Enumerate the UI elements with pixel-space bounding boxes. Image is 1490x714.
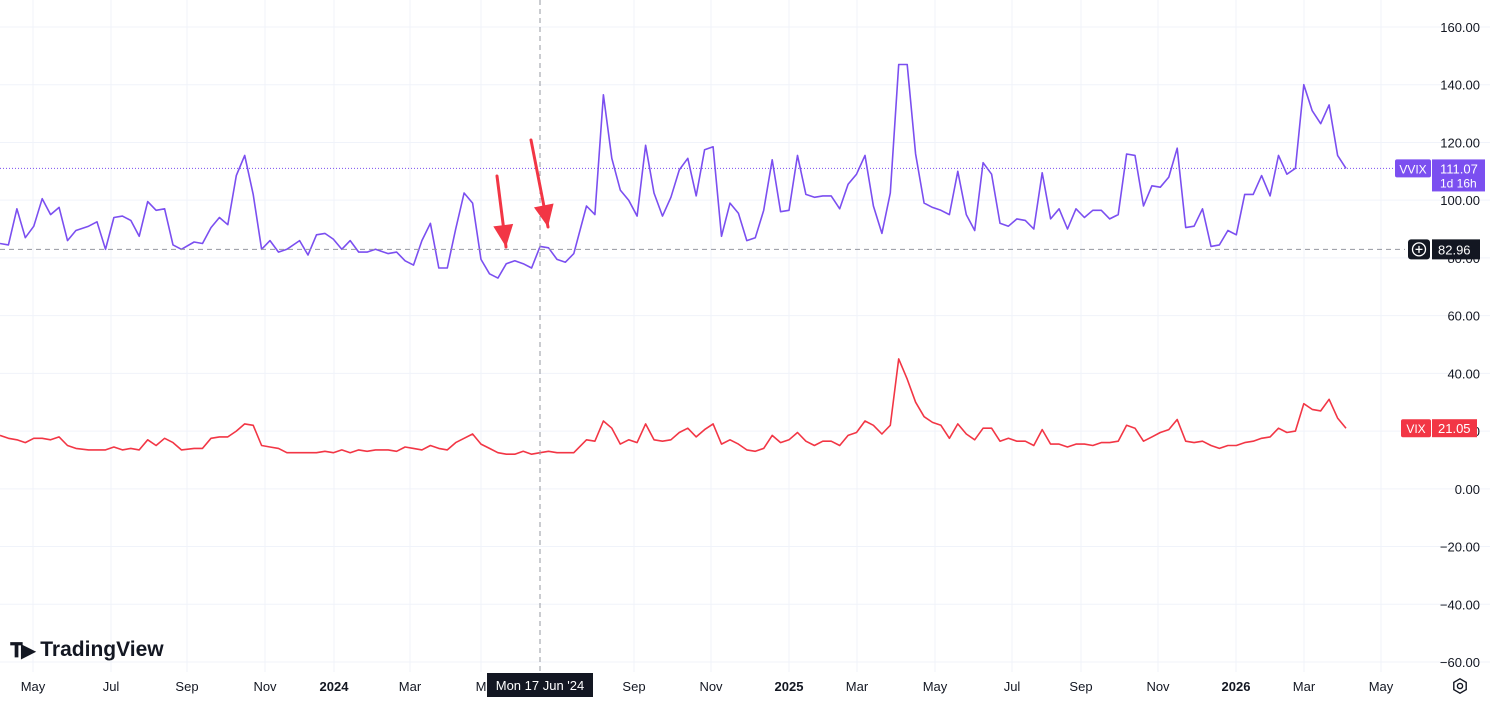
x-axis-tick-label: Nov	[1146, 679, 1170, 694]
x-axis-tick-label: 2026	[1222, 679, 1251, 694]
vvix-price-badge-bg	[1432, 159, 1485, 192]
tradingview-logo-text: TradingView	[40, 638, 164, 661]
series-line-vix	[0, 358, 1347, 455]
x-axis-tick-label: Mar	[1293, 679, 1316, 694]
x-axis-tick-label: May	[1369, 679, 1394, 694]
x-axis-tick-label: Sep	[622, 679, 645, 694]
crosshair-date-label: Mon 17 Jun '24	[496, 678, 585, 693]
vvix-price-label: 111.07	[1440, 161, 1478, 176]
x-axis-tick-label: 2025	[775, 679, 804, 694]
x-axis-tick-label: Nov	[699, 679, 723, 694]
y-axis-tick-label: 60.00	[1447, 309, 1480, 324]
y-axis-tick-label: −20.00	[1440, 540, 1480, 555]
vix-price-badge-bg	[1432, 419, 1477, 438]
series-line-vvix	[0, 63, 1347, 279]
y-axis-tick-label: 100.00	[1440, 193, 1480, 208]
y-axis-tick-label: 160.00	[1440, 20, 1480, 35]
vix-name-badge: VIX	[1406, 422, 1425, 436]
y-axis-tick-label: −40.00	[1440, 597, 1480, 612]
y-axis-tick-label: 40.00	[1447, 366, 1480, 381]
x-axis-tick-label: Sep	[1069, 679, 1092, 694]
x-axis-tick-label: Nov	[253, 679, 277, 694]
vvix-countdown-label: 1d 16h	[1440, 176, 1477, 190]
x-axis-tick-label: Jul	[1004, 679, 1021, 694]
crosshair-price-label: 82.96	[1438, 242, 1471, 257]
x-axis-tick-label: May	[923, 679, 948, 694]
y-axis-tick-label: 0.00	[1455, 482, 1480, 497]
plus-icon[interactable]	[1411, 242, 1427, 257]
x-axis-tick-label: Mar	[399, 679, 422, 694]
vvix-name-badge-bg	[1395, 159, 1431, 178]
y-axis-tick-label: 140.00	[1440, 78, 1480, 93]
x-axis-tick-label: Sep	[175, 679, 198, 694]
vix-price-label: 21.05	[1438, 421, 1471, 436]
crosshair-date-label-bg	[487, 673, 593, 697]
x-axis-tick-label: Mar	[846, 679, 869, 694]
annotation-arrow-left-head	[493, 223, 514, 247]
y-axis-tick-label: −60.00	[1440, 655, 1480, 670]
tradingview-logo-icon: 𝐓▶	[10, 638, 36, 662]
x-axis-tick-label: 2024	[320, 679, 350, 694]
annotation-arrow-right-head	[533, 203, 554, 227]
tradingview-logo: 𝐓▶ TradingView	[10, 638, 164, 662]
vvix-name-badge: VVIX	[1399, 162, 1426, 176]
y-axis-tick-label: 120.00	[1440, 135, 1480, 150]
x-axis-tick-label: May	[21, 679, 46, 694]
x-axis-tick-label: M	[476, 679, 487, 694]
vix-name-badge-bg	[1401, 419, 1431, 438]
crosshair-price-label-bg	[1432, 239, 1480, 260]
gear-icon[interactable]	[1451, 677, 1469, 695]
x-axis-tick-label: Jul	[103, 679, 120, 694]
